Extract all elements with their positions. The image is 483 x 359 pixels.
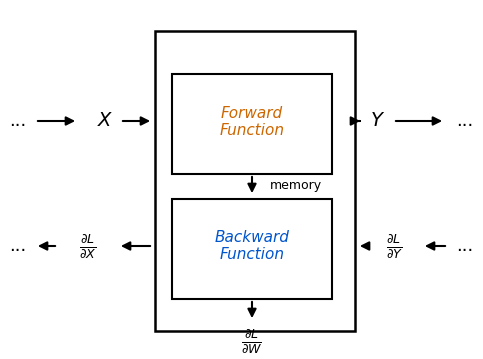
Text: ...: ... — [9, 112, 27, 130]
Text: $Y$: $Y$ — [370, 112, 385, 131]
Text: $\frac{\partial L}{\partial W}$: $\frac{\partial L}{\partial W}$ — [242, 327, 263, 355]
Text: ...: ... — [456, 237, 474, 255]
Text: Forward
Function: Forward Function — [219, 106, 284, 138]
Text: $\frac{\partial L}{\partial Y}$: $\frac{\partial L}{\partial Y}$ — [386, 232, 403, 260]
Text: ...: ... — [456, 112, 474, 130]
Bar — [155, 31, 355, 331]
Text: $X$: $X$ — [97, 112, 114, 131]
Bar — [172, 199, 332, 299]
Text: $\frac{\partial L}{\partial X}$: $\frac{\partial L}{\partial X}$ — [79, 232, 97, 260]
Text: memory: memory — [270, 180, 322, 192]
Text: ...: ... — [9, 237, 27, 255]
Bar — [172, 74, 332, 174]
Text: Backward
Function: Backward Function — [214, 230, 289, 262]
